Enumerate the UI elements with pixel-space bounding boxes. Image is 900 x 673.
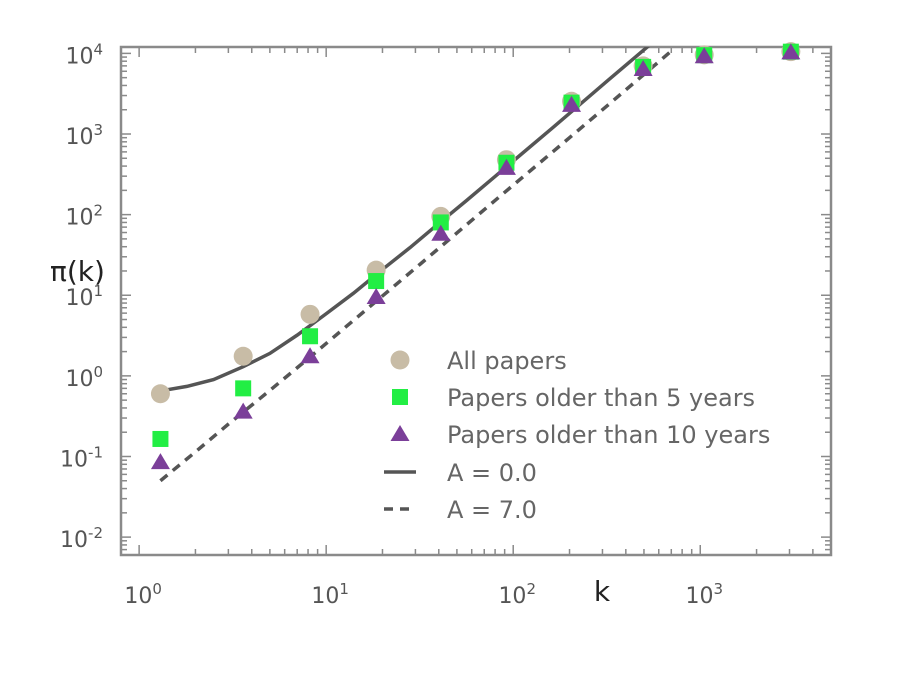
legend-marker-square	[392, 389, 408, 405]
data-point-triangle	[496, 158, 516, 175]
y-tick-label: 100	[65, 363, 103, 392]
x-axis-label: k	[594, 575, 611, 608]
legend: All papers Papers older than 5 years Paper…	[384, 347, 770, 524]
data-markers	[150, 42, 801, 470]
legend-label: A = 7.0	[447, 496, 537, 524]
legend-label: Papers older than 10 years	[447, 421, 770, 449]
y-tick-label: 102	[65, 202, 103, 231]
fit-curve-solid	[160, 47, 650, 393]
y-tick-label: 10-2	[60, 524, 103, 553]
data-point-square	[368, 273, 385, 290]
data-point-circle	[150, 384, 170, 404]
data-point-triangle	[300, 347, 320, 364]
data-point-square	[152, 430, 169, 447]
y-tick-label: 103	[65, 121, 103, 150]
legend-marker-triangle	[390, 425, 410, 441]
x-tick-label: 103	[685, 580, 723, 609]
data-point-triangle	[562, 95, 582, 112]
legend-label: Papers older than 5 years	[447, 384, 755, 412]
legend-label: All papers	[447, 347, 567, 375]
y-tick-label: 104	[65, 40, 103, 69]
axis-ticks	[121, 47, 832, 556]
y-tick-label: 101	[65, 282, 103, 311]
axis-tick-labels: 100 101 102 103 10-2 10-1 100 101 102 103 104	[60, 40, 723, 609]
x-tick-label: 102	[498, 580, 536, 609]
data-point-triangle	[633, 60, 653, 77]
x-tick-label: 101	[311, 580, 349, 609]
data-point-triangle	[366, 288, 386, 305]
data-point-square	[235, 380, 252, 397]
data-point-circle	[233, 346, 253, 366]
legend-marker-circle	[390, 350, 410, 370]
fit-curve-dashed	[159, 47, 675, 483]
x-tick-label: 100	[124, 580, 162, 609]
data-point-triangle	[150, 453, 170, 470]
data-point-triangle	[233, 402, 253, 419]
y-axis-label: π(k)	[50, 255, 105, 288]
y-tick-label: 10-1	[60, 443, 103, 472]
plot-frame	[119, 45, 833, 557]
data-point-triangle	[694, 47, 714, 64]
data-point-triangle	[431, 224, 451, 241]
data-point-triangle	[781, 43, 801, 60]
data-point-square	[432, 214, 449, 231]
data-point-square	[302, 328, 319, 345]
legend-label: A = 0.0	[447, 459, 537, 487]
data-point-circle	[300, 304, 320, 324]
